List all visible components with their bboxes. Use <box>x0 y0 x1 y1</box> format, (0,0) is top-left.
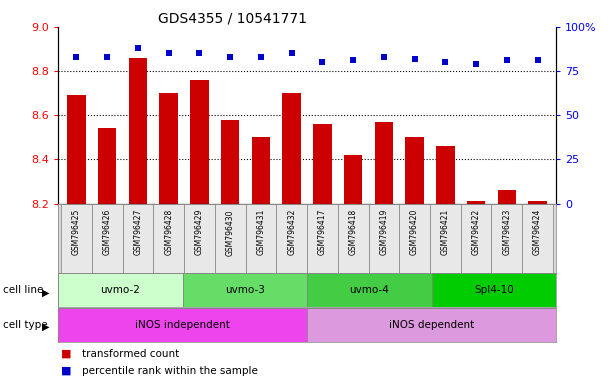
Bar <box>431 273 556 307</box>
Text: ▶: ▶ <box>42 322 49 332</box>
Bar <box>67 95 86 204</box>
Text: ■: ■ <box>61 366 71 376</box>
Bar <box>307 273 431 307</box>
Text: transformed count: transformed count <box>82 349 180 359</box>
Point <box>287 50 296 56</box>
Text: cell line: cell line <box>3 285 43 295</box>
Point <box>441 59 450 65</box>
Bar <box>497 190 516 204</box>
Bar <box>58 273 183 307</box>
Text: GSM796417: GSM796417 <box>318 209 327 255</box>
Text: GSM796418: GSM796418 <box>349 209 357 255</box>
Bar <box>368 204 399 273</box>
Bar <box>307 204 338 273</box>
Text: ■: ■ <box>61 349 71 359</box>
Bar <box>246 204 276 273</box>
Text: GSM796421: GSM796421 <box>441 209 450 255</box>
Text: GSM796430: GSM796430 <box>225 209 235 255</box>
Text: GSM796422: GSM796422 <box>472 209 481 255</box>
Bar <box>98 129 117 204</box>
Text: uvmo-3: uvmo-3 <box>225 285 265 295</box>
Text: GDS4355 / 10541771: GDS4355 / 10541771 <box>158 12 307 25</box>
Bar <box>430 204 461 273</box>
Text: iNOS dependent: iNOS dependent <box>389 320 474 330</box>
Point <box>225 54 235 60</box>
Bar <box>159 93 178 204</box>
Text: ▶: ▶ <box>42 288 49 298</box>
Point <box>102 54 112 60</box>
Point <box>533 57 543 63</box>
Bar <box>529 201 547 204</box>
Bar <box>461 204 491 273</box>
Point <box>194 50 204 56</box>
Text: GSM796432: GSM796432 <box>287 209 296 255</box>
Bar <box>190 80 209 204</box>
Text: GSM796431: GSM796431 <box>257 209 265 255</box>
Bar <box>338 204 368 273</box>
Point <box>133 45 143 51</box>
Text: GSM796423: GSM796423 <box>502 209 511 255</box>
Text: uvmo-2: uvmo-2 <box>100 285 141 295</box>
Text: GSM796424: GSM796424 <box>533 209 542 255</box>
Bar <box>252 137 270 204</box>
Bar <box>467 201 485 204</box>
Text: uvmo-4: uvmo-4 <box>349 285 389 295</box>
Bar <box>313 124 332 204</box>
Bar <box>215 204 246 273</box>
Bar <box>61 204 92 273</box>
Text: GSM796427: GSM796427 <box>133 209 142 255</box>
Text: GSM796425: GSM796425 <box>72 209 81 255</box>
Bar <box>375 122 393 204</box>
Text: GSM796429: GSM796429 <box>195 209 204 255</box>
Bar <box>344 155 362 204</box>
Point <box>471 61 481 67</box>
Text: cell type: cell type <box>3 320 48 330</box>
Text: Spl4-10: Spl4-10 <box>474 285 514 295</box>
Bar <box>183 273 307 307</box>
Point <box>256 54 266 60</box>
Bar <box>276 204 307 273</box>
Bar <box>123 204 153 273</box>
Point <box>318 59 327 65</box>
Bar <box>184 204 215 273</box>
Point <box>164 50 174 56</box>
Bar <box>92 204 123 273</box>
Bar <box>399 204 430 273</box>
Bar <box>491 204 522 273</box>
Point <box>379 54 389 60</box>
Text: GSM796419: GSM796419 <box>379 209 389 255</box>
Point <box>71 54 81 60</box>
Point <box>502 57 512 63</box>
Bar <box>282 93 301 204</box>
Bar <box>436 146 455 204</box>
Bar <box>58 308 307 342</box>
Bar <box>307 308 556 342</box>
Text: iNOS independent: iNOS independent <box>135 320 230 330</box>
Bar <box>129 58 147 204</box>
Bar <box>405 137 424 204</box>
Text: GSM796420: GSM796420 <box>410 209 419 255</box>
Bar <box>153 204 184 273</box>
Text: percentile rank within the sample: percentile rank within the sample <box>82 366 258 376</box>
Bar <box>221 119 240 204</box>
Text: GSM796426: GSM796426 <box>103 209 112 255</box>
Point <box>410 56 420 62</box>
Bar <box>522 204 553 273</box>
Text: GSM796428: GSM796428 <box>164 209 173 255</box>
Point <box>348 57 358 63</box>
